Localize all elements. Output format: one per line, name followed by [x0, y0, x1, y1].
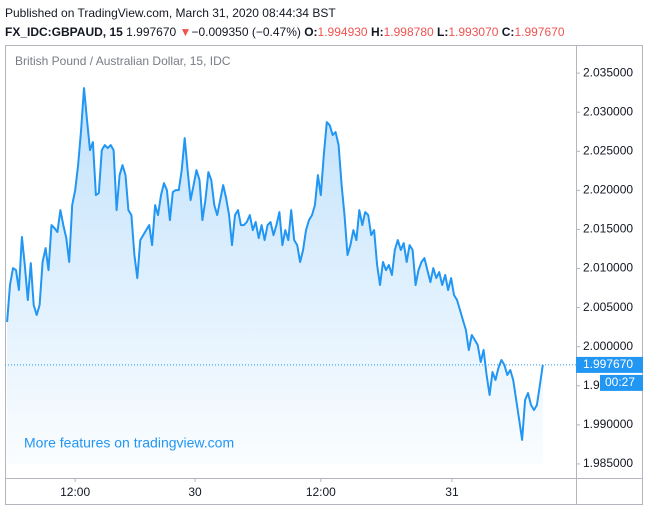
countdown: 00:27 [605, 375, 635, 389]
chart-title: British Pound / Australian Dollar, 15, I… [15, 54, 231, 68]
price-line [6, 87, 544, 441]
arrow: ▼ [179, 25, 192, 39]
l: 1.993070 [448, 25, 499, 39]
last-price-box [576, 356, 643, 373]
x-tick-label: 12:00 [306, 485, 336, 499]
x-tick-label: 30 [188, 485, 202, 499]
y-tick-label: 2.005000 [583, 300, 633, 314]
change: −0.009350 (−0.47%) [191, 25, 301, 39]
c: 1.997670 [514, 25, 565, 39]
published: Published on TradingView.com, March 31, … [5, 6, 336, 20]
y-tick-label: 2.020000 [583, 183, 633, 197]
last-price-label: 1.997670 [583, 357, 633, 371]
price: 1.997670 [126, 25, 177, 39]
y-tick-label: 2.030000 [583, 104, 633, 118]
y-tick-label: 2.000000 [583, 339, 633, 353]
o: 1.994930 [317, 25, 368, 39]
header: Published on TradingView.com, March 31, … [5, 4, 565, 42]
countdown-box [600, 374, 643, 391]
watermark: More features on tradingview.com [24, 435, 234, 451]
frame [5, 45, 643, 505]
o-label: O: [304, 25, 318, 39]
y-tick-label: 2.035000 [583, 65, 633, 79]
x-tick-label: 12:00 [60, 485, 90, 499]
y-tick-label: 2.025000 [583, 143, 633, 157]
h: 1.998780 [383, 25, 434, 39]
c-label: C: [501, 25, 515, 39]
l-label: L: [437, 25, 449, 39]
y-tick-label: 1.985000 [583, 456, 633, 470]
y-tick-label: 2.010000 [583, 261, 633, 275]
symbol: FX_IDC:GBPAUD, 15 [5, 25, 123, 39]
y-tick-label: 2.015000 [583, 222, 633, 236]
x-tick-label: 31 [445, 485, 459, 499]
ohlc-line: FX_IDC:GBPAUD, 15 1.997670 ▼−0.009350 (−… [5, 23, 565, 42]
y-tick-label: 1.990000 [583, 417, 633, 431]
area-fill [7, 88, 543, 464]
h-label: H: [370, 25, 384, 39]
